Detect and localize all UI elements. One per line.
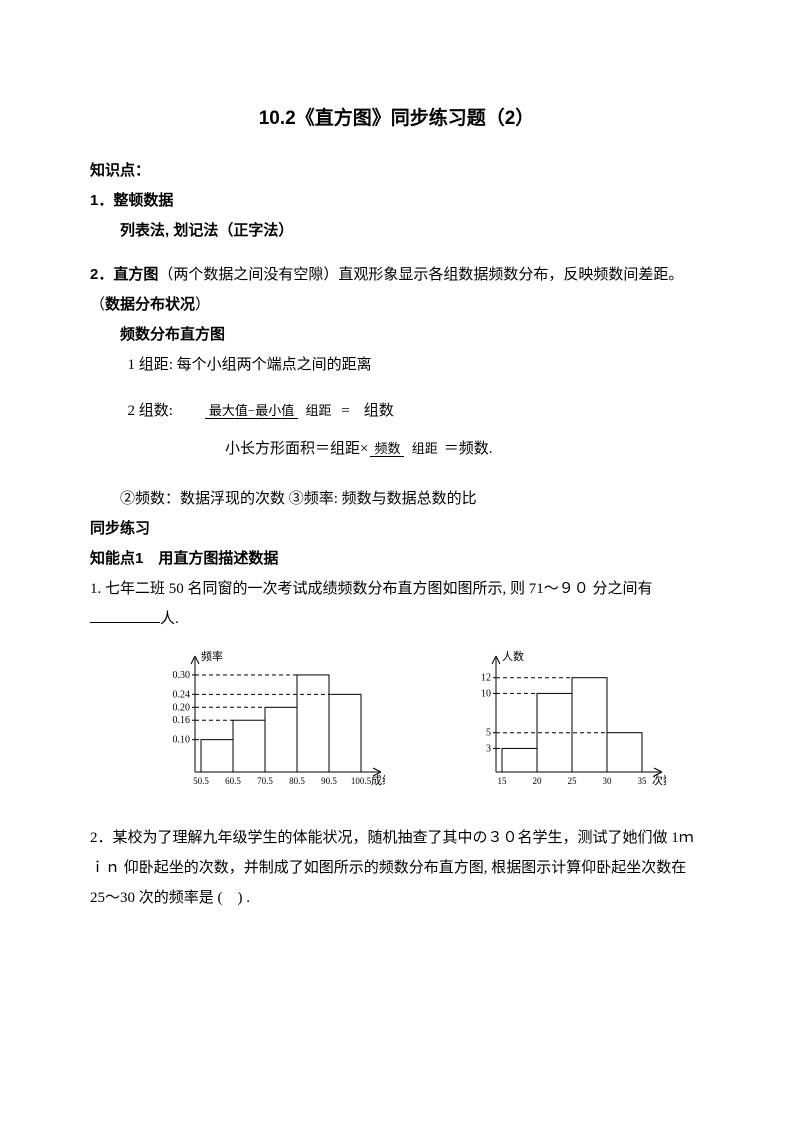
q1-blank[interactable] (90, 608, 160, 623)
formula2-prefix: 小长方形面积＝组距× (225, 441, 368, 457)
formula1: 最大值−最小值 组距 = (203, 396, 350, 426)
svg-text:12: 12 (481, 673, 491, 684)
point2-head: 2．直方图 (90, 266, 158, 283)
formula2-tail: ＝频数. (444, 441, 493, 457)
svg-text:70.5: 70.5 (257, 776, 273, 786)
formula2: 小长方形面积＝组距× 频数 组距 ＝频数. (90, 434, 703, 464)
svg-text:100.5: 100.5 (351, 776, 372, 786)
svg-text:30: 30 (603, 776, 613, 786)
svg-text:90.5: 90.5 (321, 776, 337, 786)
point2-sub1: 1 组距: 每个小组两个端点之间的距离 (90, 350, 703, 380)
svg-text:60.5: 60.5 (225, 776, 241, 786)
question-2: 2．某校为了理解九年级学生的体能状况，随机抽查了其中の３０名学生，测试了她们做 … (90, 823, 703, 913)
point1-head: 1．整顿数据 (90, 186, 703, 216)
q1-tail: 人. (160, 611, 179, 627)
svg-text:35: 35 (638, 776, 648, 786)
point2-body1-bold: 数据分布状况 (105, 296, 195, 313)
svg-text:0.16: 0.16 (172, 715, 190, 726)
heading-knowledge: 知识点： (90, 156, 703, 186)
svg-text:10: 10 (481, 688, 491, 699)
chart2: 3510121520253035人数次数 (458, 644, 666, 805)
formula2-num: 频数 (370, 441, 404, 457)
svg-text:成绩(分): 成绩(分) (371, 774, 385, 787)
svg-text:15: 15 (498, 776, 508, 786)
formula1-eq: = (341, 403, 349, 419)
practice-head: 同步练习 (90, 514, 703, 544)
svg-text:50.5: 50.5 (193, 776, 209, 786)
svg-text:20: 20 (533, 776, 543, 786)
point2-body1-tail: ） (195, 297, 210, 313)
freq-line: ②频数：数据浮现的次数 ③频率: 频数与数据总数的比 (90, 484, 703, 514)
svg-text:频率: 频率 (201, 649, 223, 663)
q1-text: 1. 七年二班 50 名同窗的一次考试成绩频数分布直方图如图所示, 则 71～９… (90, 581, 653, 597)
formula1-tail: 组数 (364, 396, 394, 426)
svg-text:0.30: 0.30 (172, 670, 190, 681)
question-1: 1. 七年二班 50 名同窗的一次考试成绩频数分布直方图如图所示, 则 71～９… (90, 574, 703, 634)
svg-text:80.5: 80.5 (289, 776, 305, 786)
svg-text:次数: 次数 (652, 773, 666, 787)
formula1-num: 最大值−最小值 (205, 403, 298, 419)
page-title: 10.2《直方图》同步练习题（2） (90, 100, 703, 138)
svg-text:0.24: 0.24 (172, 689, 190, 700)
formula1-den: 组距 (302, 403, 336, 418)
svg-text:5: 5 (486, 728, 491, 739)
point1-body: 列表法, 划记法（正字法） (90, 216, 703, 246)
point2-sub-head: 频数分布直方图 (90, 320, 703, 350)
q2-text: 2．某校为了理解九年级学生的体能状况，随机抽查了其中の３０名学生，测试了她们做 … (90, 830, 694, 906)
svg-text:3: 3 (486, 743, 491, 754)
charts-row: 0.10 0.16 0.20 0.24 0.30 50.5 60.5 70.5 80.5 90.5… (90, 644, 703, 805)
point2: 2．直方图（两个数据之间没有空隙）直观形象显示各组数据频数分布，反映频数间差距。… (90, 260, 703, 320)
svg-text:0.20: 0.20 (172, 702, 190, 713)
svg-text:25: 25 (568, 776, 578, 786)
formula2-den: 组距 (408, 441, 442, 456)
skill-head: 知能点1 用直方图描述数据 (90, 544, 703, 574)
chart1: 0.10 0.16 0.20 0.24 0.30 50.5 60.5 70.5 80.5 90.5… (157, 644, 385, 805)
point2-sub2-label: 2 组数: (128, 396, 173, 426)
svg-text:人数: 人数 (502, 650, 524, 663)
svg-text:0.10: 0.10 (172, 735, 190, 746)
